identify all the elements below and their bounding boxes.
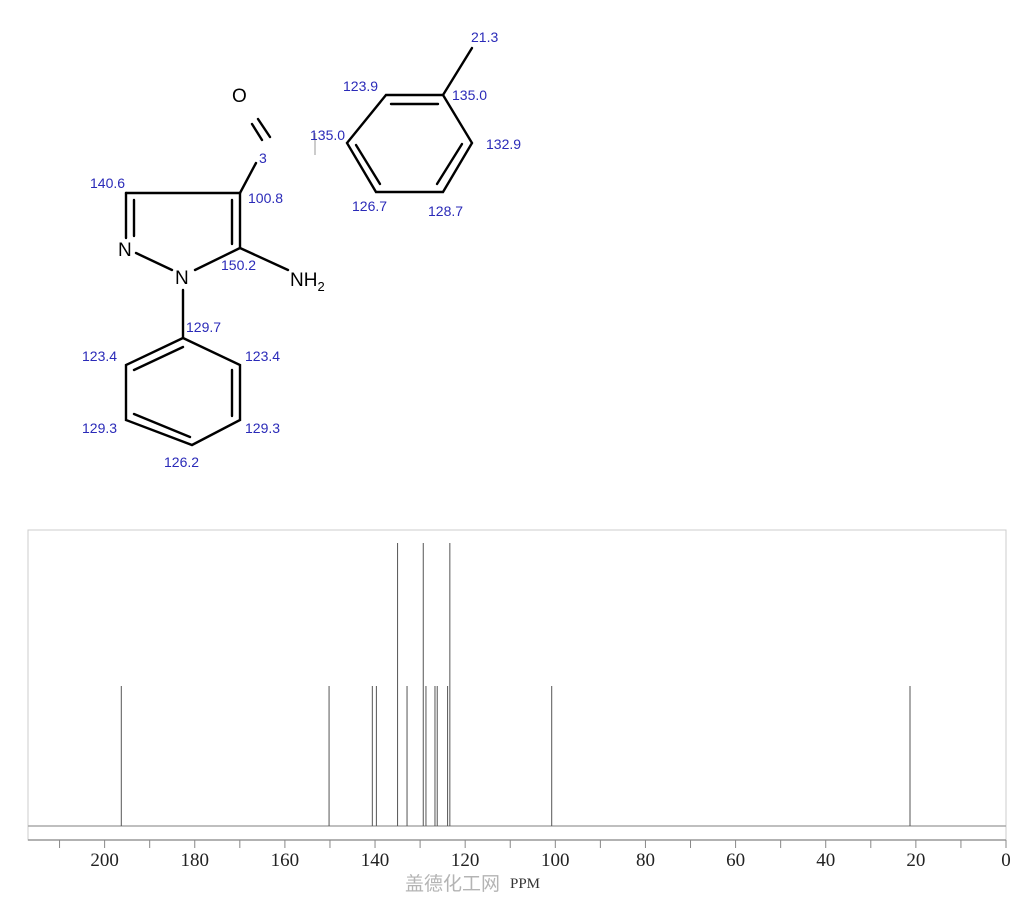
shift-label: 126.7 bbox=[352, 198, 387, 214]
shift-label: 126.2 bbox=[164, 454, 199, 470]
tick-label: 180 bbox=[181, 850, 210, 871]
shift-label: 128.7 bbox=[428, 203, 463, 219]
shift-label: 132.9 bbox=[486, 136, 521, 152]
shift-label: 100.8 bbox=[248, 190, 283, 206]
tick-label: 100 bbox=[541, 850, 570, 871]
tick-label: 80 bbox=[636, 850, 655, 871]
shift-label: 135.0 bbox=[310, 127, 345, 143]
nmr-spectrum: 200 180 160 140 120 100 80 60 40 20 0 盖德化工网 PPM bbox=[27, 529, 1011, 895]
shift-label: 135.0 bbox=[452, 87, 487, 103]
tick-label: 40 bbox=[816, 850, 835, 871]
tolyl-ring bbox=[345, 46, 474, 194]
shift-label: 129.3 bbox=[82, 420, 117, 436]
nitrogen-atom-2: N bbox=[118, 240, 132, 261]
tick-label: 140 bbox=[361, 850, 390, 871]
watermark: 盖德化工网 bbox=[405, 873, 500, 895]
tick-label: 60 bbox=[726, 850, 745, 871]
carbonyl-bond bbox=[238, 161, 258, 195]
x-ticks: 200 180 160 140 120 100 80 60 40 20 0 bbox=[59, 840, 1011, 871]
nitrogen-atom-1: N bbox=[175, 268, 189, 289]
tick-label: 160 bbox=[271, 850, 300, 871]
pyrazole-ring bbox=[124, 191, 242, 272]
amino-bond bbox=[238, 246, 290, 272]
shift-label: 123.9 bbox=[343, 78, 378, 94]
phenyl-ring bbox=[124, 336, 242, 447]
molecule-structure: O N N NH2 21.3 123.9 135.0 132.9 128.7 1… bbox=[82, 29, 521, 470]
tick-label: 0 bbox=[1001, 850, 1011, 871]
shift-label: 150.2 bbox=[221, 257, 256, 273]
shift-label: 129.3 bbox=[245, 420, 280, 436]
shift-label: 3 bbox=[259, 150, 267, 166]
oxygen-atom: O bbox=[232, 86, 247, 107]
x-axis-label: PPM bbox=[510, 876, 540, 892]
peaks bbox=[120, 543, 911, 826]
co-double-bond-2 bbox=[256, 117, 272, 139]
tick-label: 120 bbox=[451, 850, 480, 871]
tick-label: 200 bbox=[90, 850, 119, 871]
tick-label: 20 bbox=[906, 850, 925, 871]
shift-label: 21.3 bbox=[471, 29, 498, 45]
shift-label: 140.6 bbox=[90, 175, 125, 191]
plot-frame bbox=[27, 529, 1007, 841]
shift-label: 123.4 bbox=[245, 348, 280, 364]
co-double-bond bbox=[250, 122, 264, 142]
shift-label: 123.4 bbox=[82, 348, 117, 364]
shift-label: 129.7 bbox=[186, 319, 221, 335]
amino-group: NH2 bbox=[290, 270, 325, 294]
